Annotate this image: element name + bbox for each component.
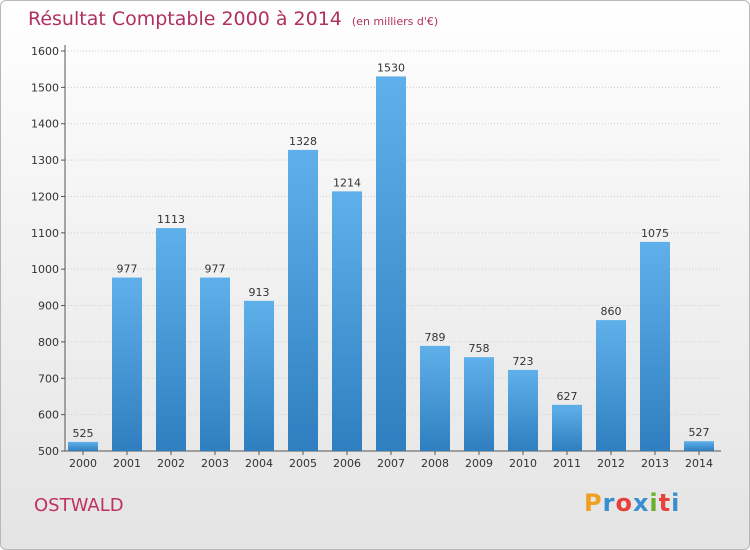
bar-value-label: 977 <box>117 263 138 276</box>
y-tick-label: 1200 <box>31 190 59 203</box>
x-tick-label: 2002 <box>157 457 185 470</box>
logo-letter: r <box>602 489 616 517</box>
bar <box>376 76 406 452</box>
x-tick-label: 2005 <box>289 457 317 470</box>
bar <box>112 277 142 451</box>
bar <box>244 300 274 451</box>
x-tick-label: 2009 <box>465 457 493 470</box>
bar <box>332 191 362 451</box>
y-tick-label: 1300 <box>31 154 59 167</box>
bar-value-label: 1113 <box>157 213 185 226</box>
bar-value-label: 525 <box>73 427 94 440</box>
y-tick-label: 1400 <box>31 118 59 131</box>
bar <box>596 320 626 451</box>
x-tick-label: 2008 <box>421 457 449 470</box>
logo-letter: x <box>632 489 650 517</box>
chart-unit: (en milliers d'€) <box>351 15 439 28</box>
bar-value-label: 627 <box>557 390 578 403</box>
bar <box>508 369 538 451</box>
bar-value-label: 758 <box>469 342 490 355</box>
city-name: OSTWALD <box>34 495 124 516</box>
bars <box>68 76 714 452</box>
bar <box>200 277 230 451</box>
x-tick-label: 2011 <box>553 457 581 470</box>
y-tick-label: 900 <box>38 300 59 313</box>
bar <box>420 345 450 451</box>
y-tick-label: 1100 <box>31 227 59 240</box>
chart-title: Résultat Comptable 2000 à 2014 (en millie… <box>28 8 438 30</box>
bar-value-label: 1075 <box>641 227 669 240</box>
bar <box>684 441 714 451</box>
logo-letter: i <box>671 489 681 517</box>
logo-letter: o <box>615 489 633 517</box>
x-tick-label: 2014 <box>685 457 713 470</box>
logo-letter: P <box>584 489 603 517</box>
y-tick-label: 1500 <box>31 81 59 94</box>
y-tick-label: 500 <box>38 445 59 458</box>
x-tick-label: 2012 <box>597 457 625 470</box>
bar <box>640 241 670 451</box>
bar <box>552 404 582 451</box>
y-tick-label: 700 <box>38 372 59 385</box>
y-tick-label: 800 <box>38 336 59 349</box>
x-tick-label: 2013 <box>641 457 669 470</box>
bar-value-label: 1214 <box>333 176 361 189</box>
bar-value-label: 1530 <box>377 61 405 74</box>
bar <box>288 149 318 451</box>
bar <box>68 441 98 451</box>
bar-value-label: 723 <box>513 355 534 368</box>
y-tick-label: 1600 <box>31 45 59 58</box>
x-tick-label: 2000 <box>69 457 97 470</box>
y-tick-label: 600 <box>38 409 59 422</box>
bar <box>156 228 186 451</box>
bar-value-label: 913 <box>249 286 270 299</box>
bar-value-label: 977 <box>205 263 226 276</box>
y-tick-label: 1000 <box>31 263 59 276</box>
bar-value-label: 1328 <box>289 135 317 148</box>
bar-value-label: 789 <box>425 331 446 344</box>
logo-letter: t <box>658 489 672 517</box>
x-tick-label: 2001 <box>113 457 141 470</box>
x-tick-label: 2004 <box>245 457 273 470</box>
data-labels: 525 977 1113 977 913 1328 1214 1530 789 758 723 627… <box>73 61 710 439</box>
chart-title-text: Résultat Comptable 2000 à 2014 <box>28 8 342 30</box>
x-tick-label: 2007 <box>377 457 405 470</box>
x-tick-label: 2003 <box>201 457 229 470</box>
proxiti-logo: Proxiti <box>584 489 680 517</box>
x-tick-label: 2010 <box>509 457 537 470</box>
logo-letter: i <box>649 489 659 517</box>
x-tick-label: 2006 <box>333 457 361 470</box>
bar-value-label: 860 <box>601 305 622 318</box>
bar-value-label: 527 <box>689 426 710 439</box>
bar <box>464 357 494 451</box>
